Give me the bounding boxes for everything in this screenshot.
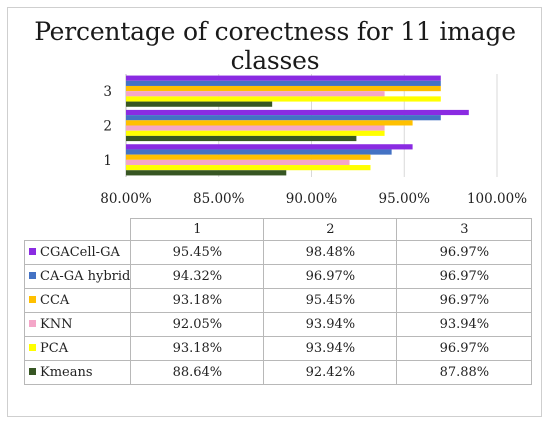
x-tick-label: 80.00% (100, 191, 152, 207)
bar (126, 101, 273, 107)
data-table-cell: 93.18% (130, 336, 265, 361)
data-table-cell: 88.64% (130, 360, 265, 385)
bar (126, 91, 385, 97)
bar (126, 125, 385, 131)
legend-key (29, 296, 36, 303)
legend-label: Kmeans (40, 365, 93, 380)
bar (126, 109, 469, 116)
bar (126, 120, 413, 126)
data-table-row: KNN 92.05% 93.94% 93.94% (23, 312, 533, 337)
legend-entry: KNN (23, 312, 132, 337)
legend-key (29, 320, 36, 327)
legend-label: CCA (40, 293, 70, 308)
chart-title: Percentage of corectness for 11 image cl… (34, 17, 516, 75)
data-table-header-row: 1 2 3 (24, 218, 533, 241)
x-tick-label: 100.00% (467, 191, 527, 207)
data-table-cell: 92.05% (130, 312, 265, 337)
bar (126, 165, 371, 171)
bar (126, 115, 441, 121)
legend-label: CA-GA hybrid (40, 269, 131, 284)
bar-chart: 80.00% 85.00% 90.00% 95.00% 100.00% 1 2 3 (100, 74, 527, 207)
bar (126, 96, 441, 102)
data-table-cell: 96.97% (396, 288, 533, 313)
bar (126, 80, 441, 86)
data-table-cell: 95.45% (263, 288, 398, 313)
legend-key (29, 344, 36, 351)
bar (126, 130, 385, 136)
data-table-cell: 96.97% (396, 264, 533, 289)
bar (126, 154, 371, 160)
data-table-cell: 96.97% (396, 336, 533, 361)
data-table-row: PCA 93.18% 93.94% 96.97% (23, 336, 533, 361)
legend-key (29, 368, 36, 375)
y-tick-label: 3 (103, 84, 112, 100)
bar (126, 159, 350, 166)
legend-entry: Kmeans (23, 360, 132, 385)
legend-label: CGACell-GA (40, 245, 120, 260)
data-table-cell: 92.42% (263, 360, 398, 385)
data-table-row: CGACell-GA 95.45% 98.48% 96.97% (23, 240, 533, 265)
data-table: 1 2 3 CGACell-GA 95.45% 98.48% 96.97% CA-GA … (23, 218, 533, 385)
data-table-cell: 93.94% (263, 312, 398, 337)
legend-key (29, 248, 36, 255)
legend-key (29, 272, 36, 279)
bar (126, 135, 357, 142)
legend-entry: CCA (23, 288, 132, 313)
x-tick-label: 90.00% (286, 191, 338, 207)
y-tick-label: 2 (103, 119, 112, 135)
legend-label: PCA (40, 341, 69, 356)
legend-label: KNN (40, 317, 73, 332)
data-table-cell: 87.88% (396, 360, 533, 385)
bar (126, 75, 441, 81)
data-table-cell: 96.97% (396, 240, 533, 265)
data-table-cell: 98.48% (263, 240, 398, 265)
data-table-row: CA-GA hybrid 94.32% 96.97% 96.97% (23, 264, 533, 289)
y-tick-label: 1 (103, 153, 112, 169)
bar (126, 149, 392, 155)
data-table-header-cell: 3 (396, 218, 533, 241)
data-table-corner (24, 218, 132, 241)
x-tick-label: 95.00% (379, 191, 431, 207)
legend-entry: CGACell-GA (23, 240, 132, 265)
x-tick-label: 85.00% (193, 191, 245, 207)
data-table-cell: 93.18% (130, 288, 265, 313)
legend-entry: CA-GA hybrid (23, 264, 132, 289)
bar (126, 170, 287, 176)
data-table-row: Kmeans 88.64% 92.42% 87.88% (23, 360, 533, 385)
data-table-cell: 93.94% (263, 336, 398, 361)
legend-entry: PCA (23, 336, 132, 361)
data-table-cell: 93.94% (396, 312, 533, 337)
data-table-cell: 96.97% (263, 264, 398, 289)
data-table-cell: 94.32% (130, 264, 265, 289)
data-table-cell: 95.45% (130, 240, 265, 265)
data-table-header-cell: 1 (130, 218, 265, 241)
data-table-row: CCA 93.18% 95.45% 96.97% (23, 288, 533, 313)
bar (126, 144, 413, 150)
bar (126, 85, 441, 92)
data-table-header-cell: 2 (263, 218, 398, 241)
